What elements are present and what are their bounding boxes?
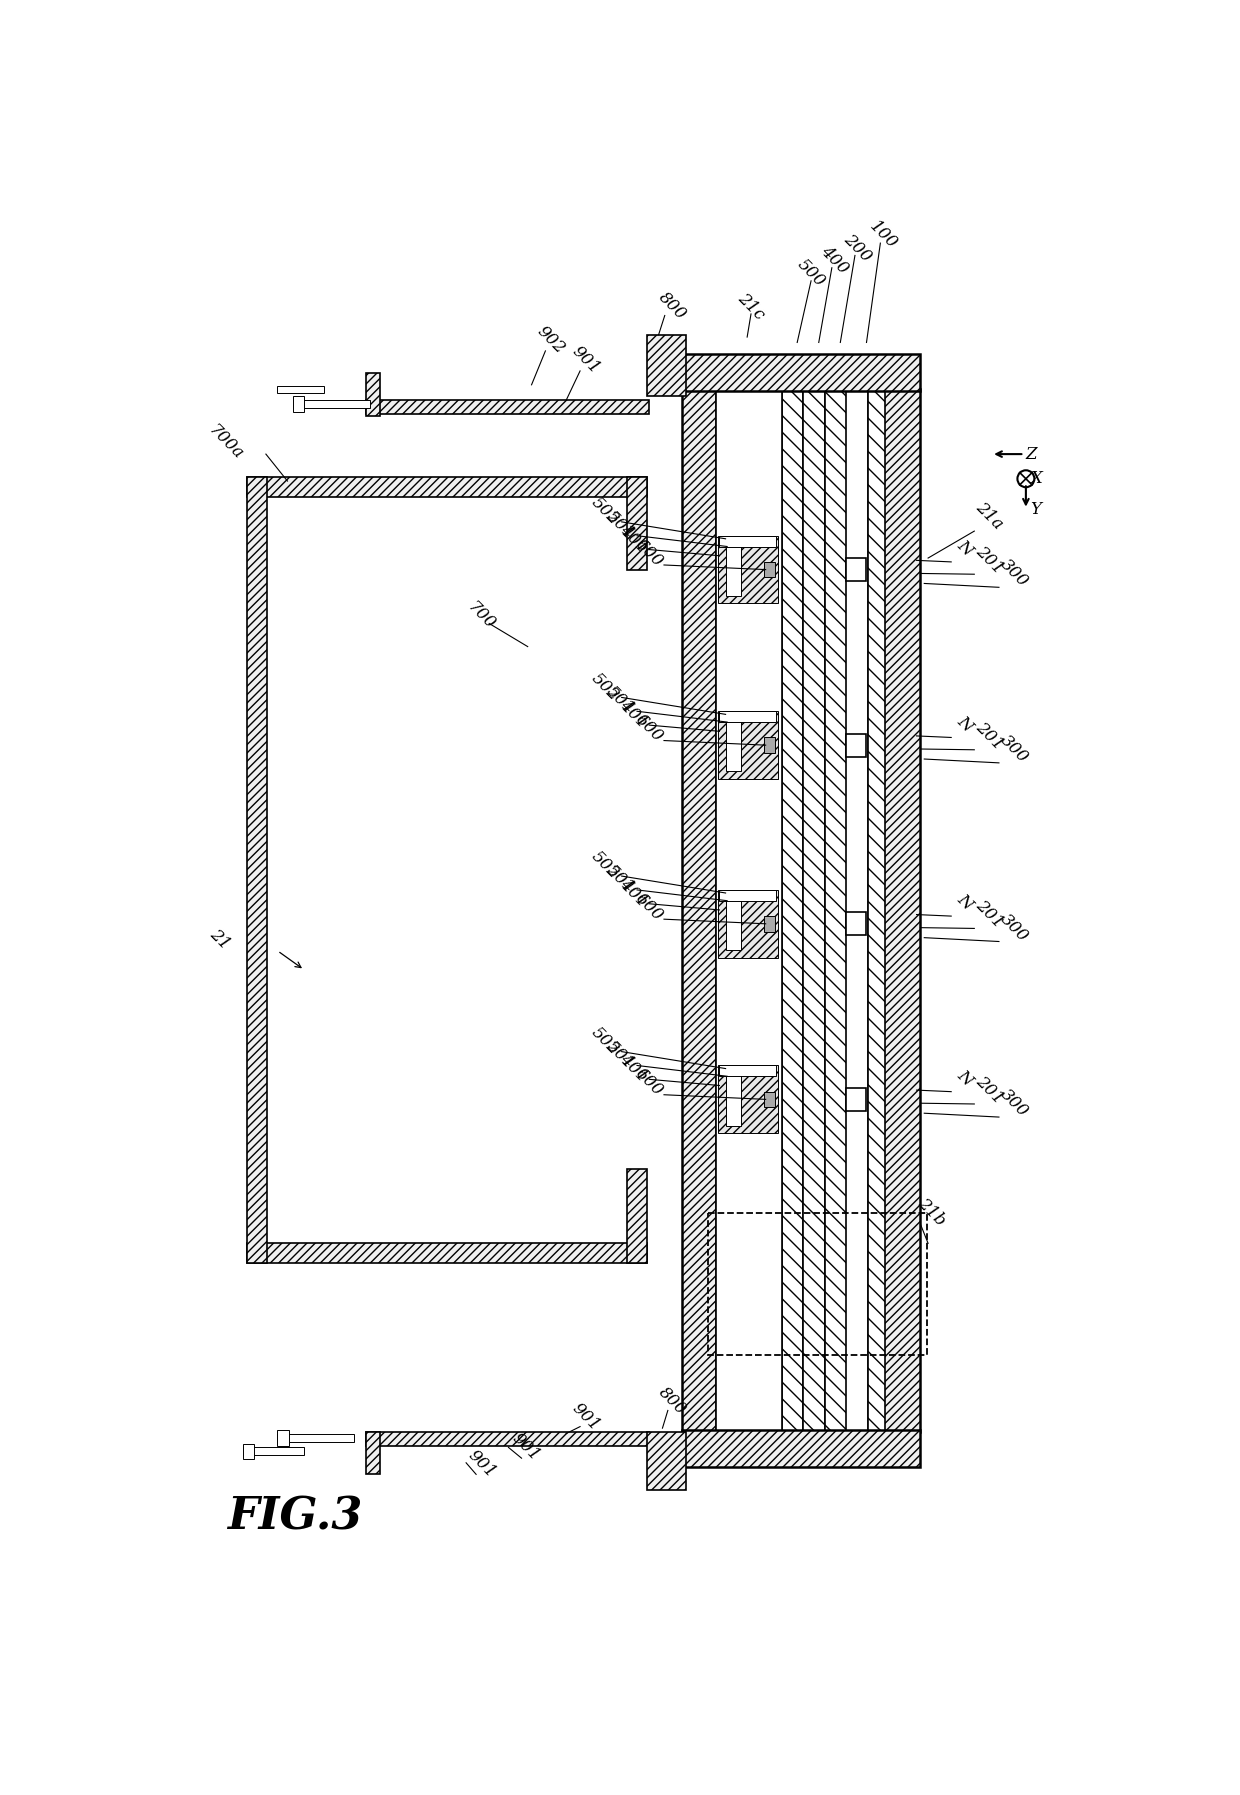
Bar (243, 1447, 304, 1456)
Text: 501: 501 (603, 684, 637, 718)
Bar (719, 1066, 776, 1077)
Bar (719, 535, 776, 546)
Bar (719, 890, 776, 901)
Bar (719, 711, 776, 722)
Bar (764, 738, 775, 752)
Bar (764, 915, 775, 932)
Text: 500: 500 (794, 257, 828, 291)
Text: 201: 201 (972, 1073, 1007, 1108)
Bar (825, 390, 847, 1432)
Text: Y: Y (1030, 501, 1042, 519)
Text: 21c: 21c (734, 289, 768, 323)
Bar (627, 1169, 647, 1262)
Text: 502: 502 (588, 494, 622, 528)
Bar (725, 720, 742, 772)
Text: 700: 700 (464, 598, 498, 634)
Bar (718, 535, 777, 603)
Bar (725, 898, 742, 950)
Text: 901: 901 (568, 343, 603, 377)
Text: Z: Z (1025, 445, 1037, 463)
Text: 300: 300 (997, 556, 1032, 591)
Bar (278, 1431, 289, 1445)
Text: N: N (954, 713, 976, 734)
Bar (847, 912, 866, 935)
Bar (847, 558, 866, 582)
Bar (868, 390, 920, 1432)
Bar (278, 1434, 355, 1441)
Bar (717, 390, 781, 1432)
Bar (868, 390, 885, 1432)
Text: N: N (954, 537, 976, 560)
Bar (804, 390, 825, 1432)
Text: 401: 401 (616, 876, 651, 910)
Text: FIG.3: FIG.3 (227, 1495, 363, 1538)
Bar (243, 1443, 254, 1459)
Text: 901: 901 (568, 1400, 603, 1434)
Text: 400: 400 (817, 242, 852, 278)
Bar (267, 497, 627, 1242)
Text: 201: 201 (972, 898, 1007, 932)
Bar (718, 890, 777, 959)
Text: 502: 502 (588, 670, 622, 704)
Text: 600: 600 (632, 890, 667, 924)
Text: 401: 401 (616, 696, 651, 732)
Bar (366, 1432, 379, 1474)
Text: 21: 21 (206, 926, 233, 953)
Bar (278, 386, 324, 393)
Text: 201: 201 (972, 544, 1007, 578)
Bar (247, 477, 647, 497)
Text: 800: 800 (655, 1384, 689, 1418)
Text: 200: 200 (839, 230, 874, 266)
Text: 901: 901 (508, 1431, 543, 1465)
Text: 300: 300 (997, 910, 1032, 944)
Bar (247, 1242, 647, 1262)
Text: 201: 201 (972, 718, 1007, 754)
Bar (366, 373, 379, 416)
Bar (725, 544, 742, 596)
Text: 502: 502 (588, 847, 622, 883)
Text: N: N (954, 890, 976, 914)
Text: N: N (954, 1066, 976, 1090)
Text: 21a: 21a (972, 499, 1007, 533)
Bar (781, 390, 804, 1432)
Bar (682, 354, 920, 391)
Text: 600: 600 (632, 711, 667, 745)
Bar (718, 1066, 777, 1133)
Text: 401: 401 (616, 1052, 651, 1086)
Bar (366, 1432, 650, 1445)
Text: 401: 401 (616, 522, 651, 556)
Text: 800: 800 (655, 289, 689, 323)
Text: 300: 300 (997, 1086, 1032, 1120)
Text: 501: 501 (603, 862, 637, 896)
Bar (682, 1429, 920, 1467)
Text: 501: 501 (603, 508, 637, 542)
Bar (627, 477, 647, 571)
Text: X: X (1030, 470, 1042, 486)
Text: 902: 902 (533, 323, 568, 357)
Text: 600: 600 (632, 1064, 667, 1100)
Text: 600: 600 (632, 535, 667, 571)
Bar (647, 1432, 686, 1490)
Bar (718, 711, 777, 779)
Text: 100: 100 (867, 219, 900, 253)
Bar (247, 477, 267, 1262)
Bar (293, 400, 370, 407)
Text: 502: 502 (588, 1023, 622, 1057)
Bar (293, 397, 304, 411)
Bar (647, 334, 686, 397)
Text: 501: 501 (603, 1038, 637, 1072)
Bar (366, 400, 650, 415)
Text: 901: 901 (464, 1447, 498, 1481)
Bar (847, 734, 866, 757)
Text: 300: 300 (997, 732, 1032, 766)
Text: 21b: 21b (915, 1195, 950, 1230)
Bar (847, 1088, 866, 1111)
Bar (764, 562, 775, 578)
Bar (708, 1213, 928, 1355)
Bar (764, 1091, 775, 1108)
Text: 700a: 700a (205, 422, 247, 463)
Bar (682, 390, 717, 1432)
Bar (725, 1073, 742, 1125)
